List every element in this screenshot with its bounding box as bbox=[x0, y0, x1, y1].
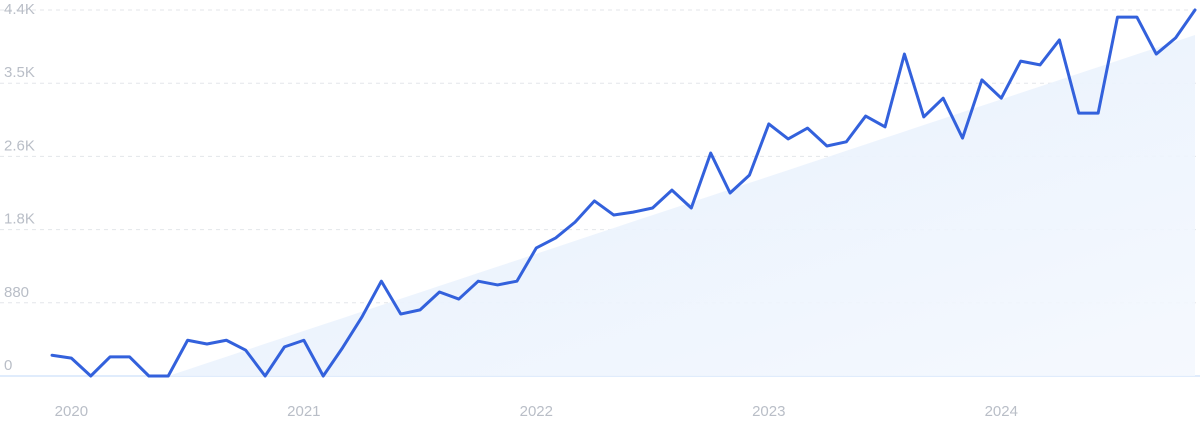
y-tick-label: 880 bbox=[4, 284, 29, 301]
x-tick-label: 2023 bbox=[752, 403, 785, 420]
y-tick-label: 3.5K bbox=[4, 64, 35, 81]
trend-area bbox=[168, 34, 1195, 377]
x-tick-label: 2020 bbox=[55, 403, 88, 420]
y-tick-label: 4.4K bbox=[4, 1, 35, 18]
x-tick-label: 2022 bbox=[520, 403, 553, 420]
y-tick-label: 0 bbox=[4, 357, 12, 374]
y-tick-label: 2.6K bbox=[4, 137, 35, 154]
x-tick-label: 2024 bbox=[985, 403, 1018, 420]
trend-line bbox=[50, 8, 1197, 378]
x-tick-label: 2021 bbox=[287, 403, 320, 420]
y-tick-label: 1.8K bbox=[4, 211, 35, 228]
